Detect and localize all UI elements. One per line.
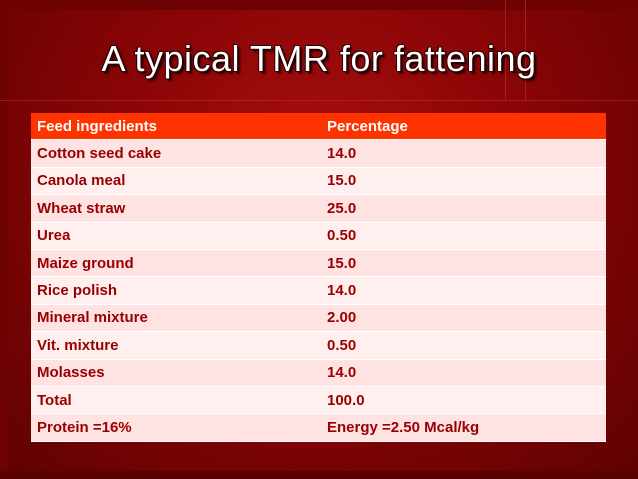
percentage-cell: 14.0 [321,276,606,305]
ingredient-cell: Maize ground [31,249,321,278]
percentage-cell: 0.50 [321,222,606,250]
table-row: Cotton seed cake 14.0 [31,139,606,168]
ingredient-cell: Wheat straw [31,194,321,223]
table-row: Molasses 14.0 [31,359,606,387]
ingredient-cell: Urea [31,222,321,250]
table-row-summary: Protein =16% Energy =2.50 Mcal/kg [31,413,606,442]
table-row: Wheat straw 25.0 [31,194,606,223]
table-row: Maize ground 15.0 [31,249,606,278]
ingredient-cell: Mineral mixture [31,304,321,333]
percentage-cell: 15.0 [321,249,606,278]
table-row-total: Total 100.0 [31,386,606,415]
column-header-percentage: Percentage [321,113,606,141]
percentage-cell: 14.0 [321,139,606,168]
feed-table: Feed ingredients Percentage Cotton seed … [31,113,606,442]
slide-title: A typical TMR for fattening [101,38,537,79]
percentage-cell: 2.00 [321,304,606,333]
ingredient-cell: Cotton seed cake [31,139,321,168]
ingredient-cell: Rice polish [31,276,321,305]
table-row: Vit. mixture 0.50 [31,331,606,360]
total-value-cell: 100.0 [321,386,606,415]
total-label-cell: Total [31,386,321,415]
table-row: Urea 0.50 [31,222,606,250]
table-row: Canola meal 15.0 [31,167,606,196]
table-header-row: Feed ingredients Percentage [31,113,606,141]
ingredient-cell: Canola meal [31,167,321,196]
percentage-cell: 0.50 [321,331,606,360]
percentage-cell: 25.0 [321,194,606,223]
ingredient-cell: Vit. mixture [31,331,321,360]
energy-cell: Energy =2.50 Mcal/kg [321,413,606,442]
percentage-cell: 14.0 [321,359,606,387]
ingredient-cell: Molasses [31,359,321,387]
table-row: Rice polish 14.0 [31,276,606,305]
column-header-ingredients: Feed ingredients [31,113,321,141]
percentage-cell: 15.0 [321,167,606,196]
protein-cell: Protein =16% [31,413,321,442]
table-row: Mineral mixture 2.00 [31,304,606,333]
